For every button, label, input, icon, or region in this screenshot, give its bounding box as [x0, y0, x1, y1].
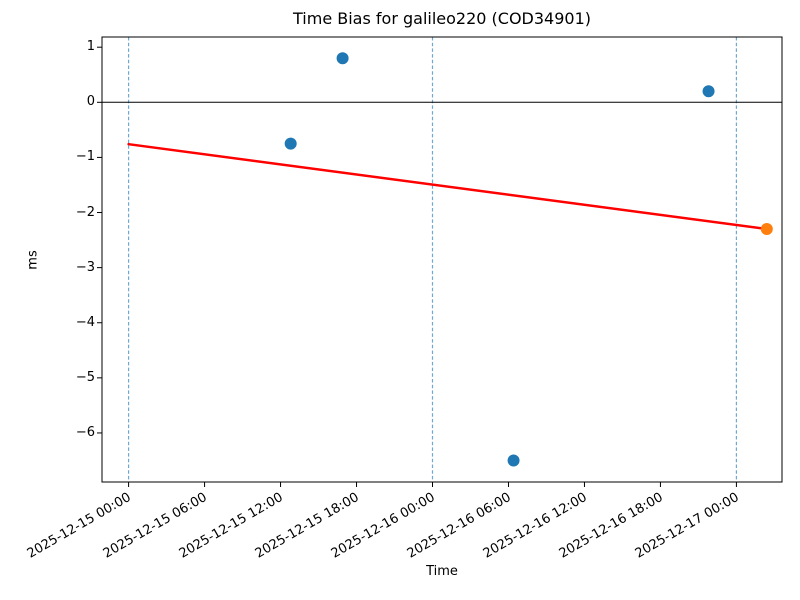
time-bias-points [284, 137, 297, 150]
y-tick-label: 1 [86, 39, 95, 55]
chart-title: Time Bias for galileo220 (COD34901) [293, 9, 591, 28]
time-bias-points [336, 52, 349, 65]
y-tick-label: −2 [75, 204, 95, 220]
y-tick-label: 0 [86, 94, 95, 110]
y-tick-label: −3 [75, 259, 95, 275]
y-tick-label: −1 [75, 149, 95, 165]
x-axis-label: Time [426, 564, 458, 579]
time-bias-points [702, 85, 715, 98]
y-axis-label: ms [25, 250, 41, 270]
trend-line [127, 142, 769, 231]
y-tick-label: −5 [75, 369, 95, 385]
plot-spines [101, 36, 783, 483]
time-bias-points [507, 454, 520, 467]
latest-point [760, 223, 773, 236]
y-tick-label: −6 [75, 424, 95, 440]
y-tick-label: −4 [75, 314, 95, 330]
